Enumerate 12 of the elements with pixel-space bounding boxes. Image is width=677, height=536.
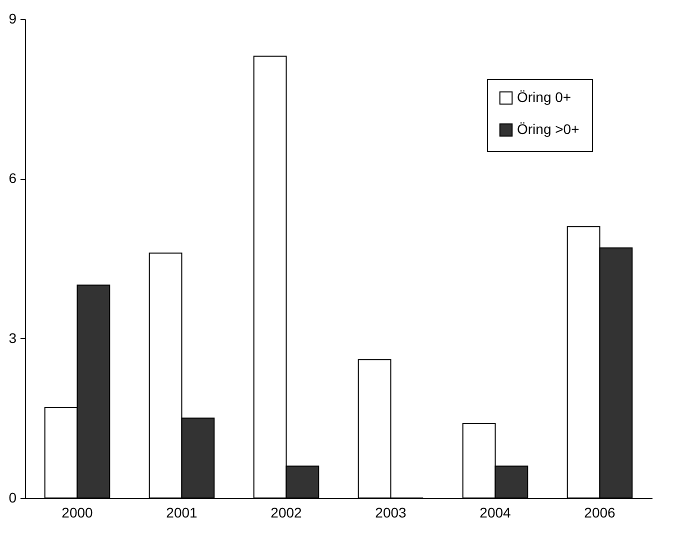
x-tick-label: 2002 bbox=[270, 504, 302, 520]
x-tick-label: 2003 bbox=[375, 504, 407, 520]
x-tick-label: 2006 bbox=[584, 504, 616, 520]
x-tick-label: 2001 bbox=[166, 504, 198, 520]
x-tick-label: 2004 bbox=[480, 504, 512, 520]
y-tick-label: 0 bbox=[8, 490, 17, 506]
y-tick-label: 9 bbox=[8, 10, 17, 26]
y-tick-label: 6 bbox=[8, 170, 17, 186]
x-tick-label: 2000 bbox=[62, 504, 94, 520]
legend-label: Öring >0+ bbox=[517, 121, 580, 137]
y-tick-label: 3 bbox=[8, 330, 17, 346]
legend-label: Öring 0+ bbox=[517, 89, 572, 105]
